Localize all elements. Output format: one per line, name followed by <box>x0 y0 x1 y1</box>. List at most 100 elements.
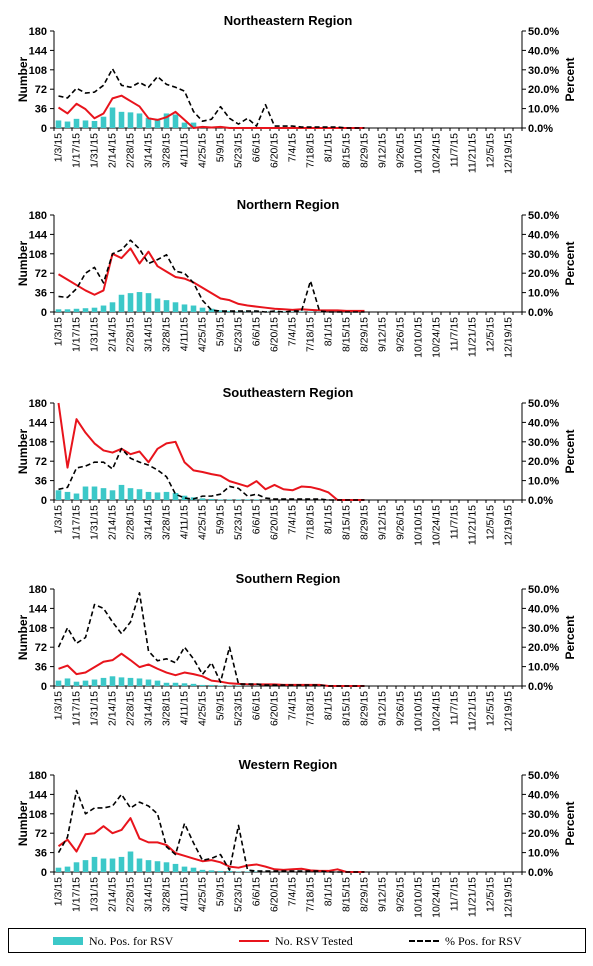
bar-positive <box>208 684 215 686</box>
x-tick-label: 3/28/15 <box>161 691 173 726</box>
x-tick-label: 9/12/15 <box>377 691 389 726</box>
bar-positive <box>100 116 107 128</box>
bar-positive <box>181 495 188 500</box>
series-line-percent <box>57 789 365 873</box>
y-axis-title: Number <box>16 57 30 103</box>
y2-axis-title: Percent <box>563 615 577 659</box>
legend-line-swatch <box>239 940 269 942</box>
x-tick-label: 1/17/15 <box>71 691 83 726</box>
bar-positive <box>127 677 134 686</box>
y2-tick-label: 50.0% <box>528 770 559 782</box>
bar-positive <box>217 499 224 500</box>
x-tick-label: 1/17/15 <box>71 877 83 912</box>
x-tick-label: 6/20/15 <box>269 317 281 352</box>
bar-positive <box>64 678 71 686</box>
bar-positive <box>154 118 161 128</box>
bar-positive <box>145 293 152 312</box>
x-tick-label: 1/31/15 <box>89 877 101 912</box>
bar-positive <box>199 498 206 500</box>
bar-positive <box>100 305 107 312</box>
x-tick-label: 2/14/15 <box>107 133 119 168</box>
bar-positive <box>208 498 215 500</box>
bar-positive <box>154 861 161 872</box>
bar-positive <box>73 308 80 312</box>
bar-positive <box>190 122 197 128</box>
bar-positive <box>163 682 170 686</box>
bar-positive <box>91 486 98 500</box>
y-tick-label: 144 <box>29 417 48 429</box>
bar-positive <box>55 867 62 872</box>
x-tick-label: 11/7/15 <box>449 133 461 167</box>
y-axis-title: Number <box>16 615 30 661</box>
bar-positive <box>181 122 188 128</box>
bar-positive <box>64 491 71 500</box>
series-line-percent <box>58 68 365 129</box>
y-tick-label: 36 <box>35 288 47 300</box>
x-tick-label: 4/11/15 <box>179 877 191 911</box>
x-tick-label: 9/26/15 <box>395 133 407 168</box>
x-tick-label: 5/23/15 <box>233 133 245 168</box>
bar-positive <box>163 491 170 500</box>
x-tick-label: 5/9/15 <box>215 691 227 720</box>
y2-tick-label: 40.0% <box>528 417 559 429</box>
bar-positive <box>154 680 161 686</box>
y-tick-label: 144 <box>29 603 48 615</box>
x-tick-label: 8/29/15 <box>359 133 371 168</box>
x-tick-label: 6/6/15 <box>251 505 263 534</box>
x-tick-label: 6/20/15 <box>269 877 281 912</box>
chart-title: Southern Region <box>236 571 341 586</box>
bar-positive <box>172 492 179 500</box>
y2-tick-label: 10.0% <box>528 848 559 860</box>
x-tick-label: 11/7/15 <box>449 877 461 911</box>
y-axis-title: Number <box>16 801 30 847</box>
bar-positive <box>172 682 179 686</box>
x-tick-label: 1/3/15 <box>53 317 65 346</box>
bar-positive <box>145 117 152 128</box>
x-tick-label: 3/14/15 <box>143 877 155 912</box>
legend-item-positives: No. Pos. for RSV <box>53 934 173 948</box>
x-tick-label: 3/28/15 <box>161 877 173 912</box>
x-tick-label: 4/25/15 <box>197 317 209 352</box>
y-tick-label: 36 <box>35 848 47 860</box>
x-tick-label: 5/23/15 <box>233 877 245 912</box>
y-tick-label: 36 <box>35 662 47 674</box>
legend: No. Pos. for RSV No. RSV Tested % Pos. f… <box>8 928 586 953</box>
bar-positive <box>127 112 134 128</box>
x-tick-label: 8/1/15 <box>323 877 335 906</box>
bar-positive <box>172 863 179 872</box>
y-tick-label: 72 <box>35 268 47 280</box>
y-tick-label: 144 <box>29 789 48 801</box>
x-tick-label: 8/29/15 <box>359 877 371 912</box>
y-tick-label: 144 <box>29 45 48 57</box>
x-tick-label: 11/21/15 <box>467 691 479 731</box>
bar-positive <box>217 870 224 872</box>
x-tick-label: 7/18/15 <box>305 317 317 352</box>
x-tick-label: 1/3/15 <box>53 691 65 720</box>
bar-positive <box>109 490 116 500</box>
x-tick-label: 8/15/15 <box>341 691 353 726</box>
y-axis-title: Number <box>16 241 30 287</box>
bar-positive <box>64 121 71 128</box>
bar-positive <box>199 307 206 312</box>
x-tick-label: 3/28/15 <box>161 505 173 540</box>
bar-positive <box>73 118 80 128</box>
bar-positive <box>82 486 89 500</box>
x-tick-label: 4/11/15 <box>179 317 191 351</box>
x-tick-label: 5/23/15 <box>233 691 245 726</box>
legend-label-tested: No. RSV Tested <box>275 933 353 948</box>
x-tick-label: 1/31/15 <box>89 691 101 726</box>
y2-tick-label: 0.0% <box>528 307 553 319</box>
x-tick-label: 8/1/15 <box>323 691 335 720</box>
x-tick-label: 10/24/15 <box>431 877 443 918</box>
bar-positive <box>226 870 233 872</box>
x-tick-label: 1/3/15 <box>53 505 65 534</box>
bar-positive <box>109 858 116 872</box>
y2-axis-title: Percent <box>563 241 577 285</box>
y2-axis-title: Percent <box>563 801 577 845</box>
x-tick-label: 2/28/15 <box>125 133 137 168</box>
bar-positive <box>253 499 260 500</box>
x-tick-label: 12/5/15 <box>485 505 497 540</box>
bar-positive <box>163 862 170 872</box>
x-tick-label: 11/21/15 <box>467 877 479 917</box>
y2-tick-label: 40.0% <box>528 45 559 57</box>
